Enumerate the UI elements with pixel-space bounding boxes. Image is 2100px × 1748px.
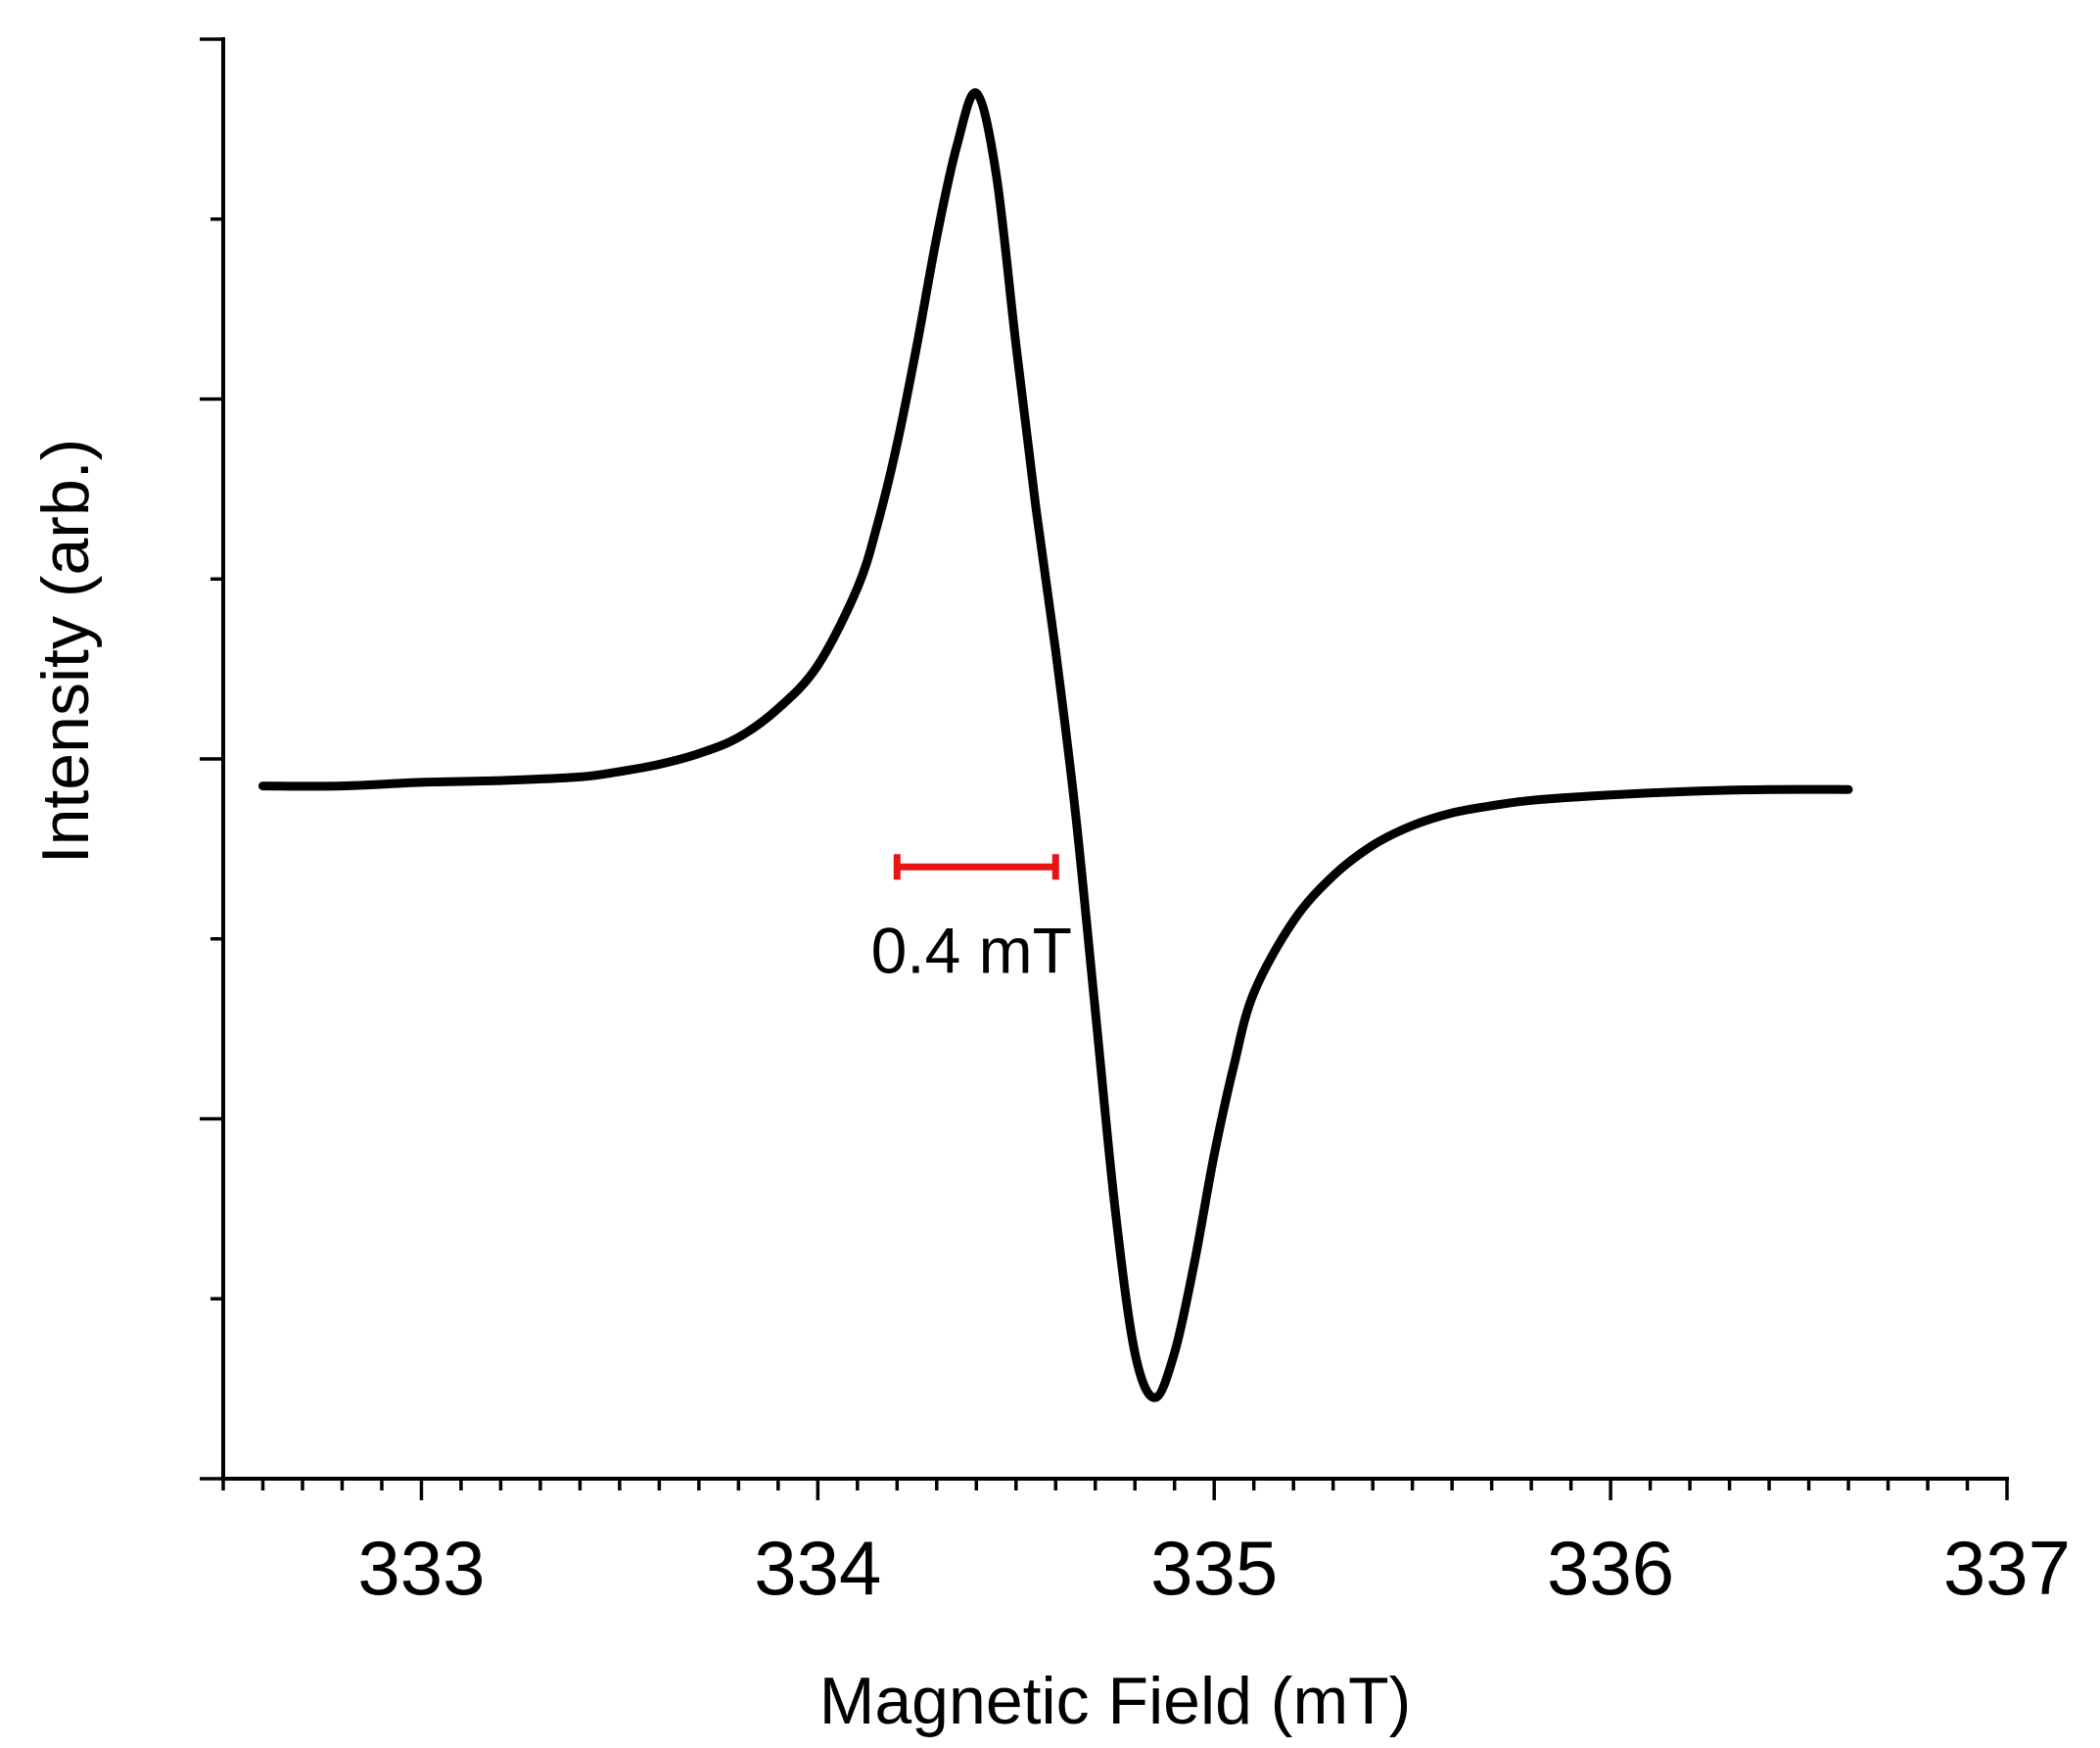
x-axis-title: Magnetic Field (mT) xyxy=(819,1664,1412,1738)
y-ticks xyxy=(200,37,223,1481)
x-tick-label: 335 xyxy=(1150,1525,1278,1611)
x-tick-label: 336 xyxy=(1547,1525,1674,1611)
scale-bar-label: 0.4 mT xyxy=(871,914,1072,986)
x-tick-label: 333 xyxy=(357,1525,485,1611)
x-axis: 333 334 335 336 337 xyxy=(221,1477,2071,1611)
y-axis-title: Intensity (arb.) xyxy=(28,439,103,865)
y-axis xyxy=(200,37,225,1481)
x-tick-label: 334 xyxy=(754,1525,881,1611)
x-ticks xyxy=(221,1479,2009,1500)
x-tick-label: 337 xyxy=(1943,1525,2071,1611)
series-group xyxy=(258,88,1853,1402)
scale-bar-annotation: 0.4 mT xyxy=(871,854,1072,986)
series-line xyxy=(258,88,1853,1402)
x-tick-labels: 333 334 335 336 337 xyxy=(357,1525,2071,1611)
